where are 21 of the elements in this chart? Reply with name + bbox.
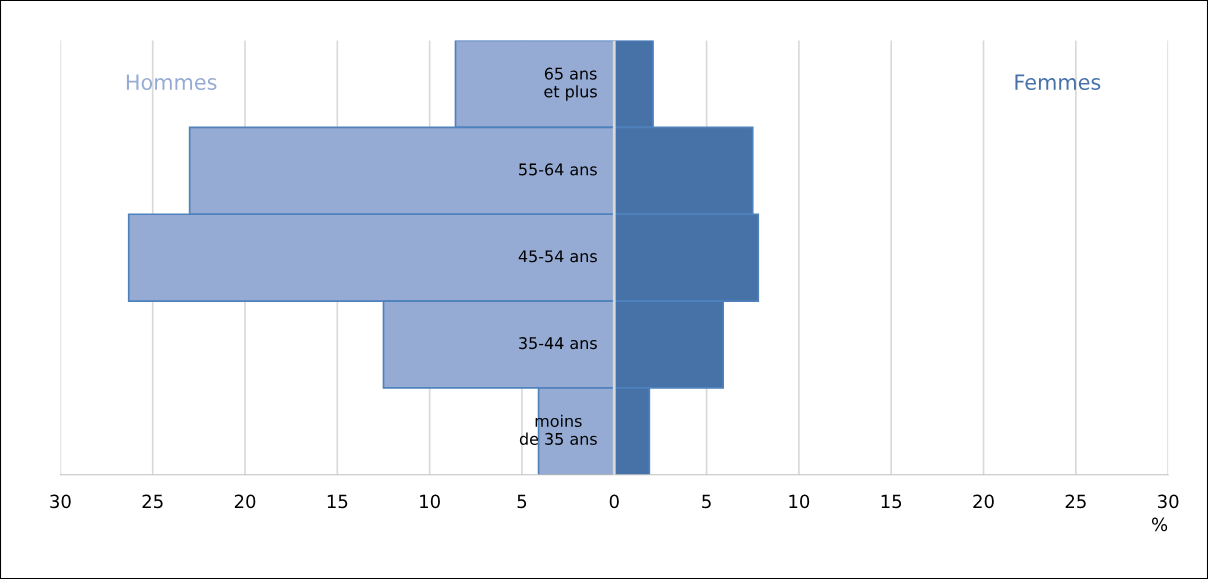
x-tick-label: 5	[702, 494, 711, 509]
x-tick-label: 10	[420, 494, 440, 509]
y-tick-label: 35-44 ans	[519, 337, 597, 350]
x-axis-title: %	[1151, 517, 1168, 532]
x-tick-label: 20	[973, 494, 994, 509]
x-tick-label: 25	[142, 494, 163, 509]
y-tick-label: 55-64 ans	[519, 163, 597, 176]
x-tick-label: 20	[234, 494, 256, 509]
series-label: Hommes	[126, 74, 217, 90]
text: Femmes	[1015, 74, 1101, 90]
x-tick-label: 15	[881, 494, 902, 509]
x-tick-label: 5	[517, 494, 527, 509]
y-tick-label: 65 ans et plus	[544, 67, 597, 101]
x-tick-label: 0	[609, 494, 619, 509]
x-tick-label: 15	[327, 494, 348, 509]
y-tick-label: 45-54 ans	[518, 250, 597, 263]
x-tick-label: 10	[789, 494, 810, 509]
x-tick-label: 30	[1158, 494, 1179, 509]
x-tick-label: 30	[50, 494, 71, 509]
x-tick-label: 25	[1065, 494, 1086, 509]
y-tick-label: moins de 35 ans	[519, 414, 597, 445]
